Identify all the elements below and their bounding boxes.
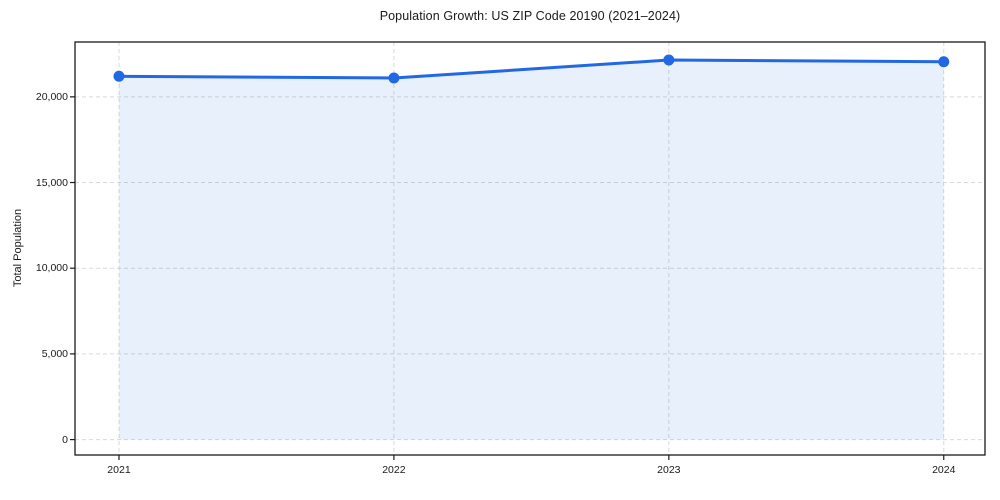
data-point-marker <box>113 70 125 82</box>
y-tick-label: 15,000 <box>35 176 68 189</box>
y-tick-label: 0 <box>62 433 68 446</box>
series-line <box>117 58 946 80</box>
data-point-marker <box>938 56 950 68</box>
x-tick-label: 2024 <box>932 464 956 476</box>
area-fill <box>118 59 944 440</box>
data-point-marker <box>663 54 675 66</box>
y-tick-label: 5,000 <box>41 347 68 360</box>
axes-frame <box>74 41 986 456</box>
x-tick-label: 2021 <box>107 464 131 476</box>
y-tick-label: 10,000 <box>35 262 68 275</box>
y-tick-label: 20,000 <box>35 90 68 103</box>
chart-title: Population Growth: US ZIP Code 20190 (20… <box>379 9 681 23</box>
x-tick-label: 2023 <box>657 464 681 476</box>
x-tick-label: 2022 <box>382 464 406 476</box>
data-point-marker <box>388 72 400 84</box>
